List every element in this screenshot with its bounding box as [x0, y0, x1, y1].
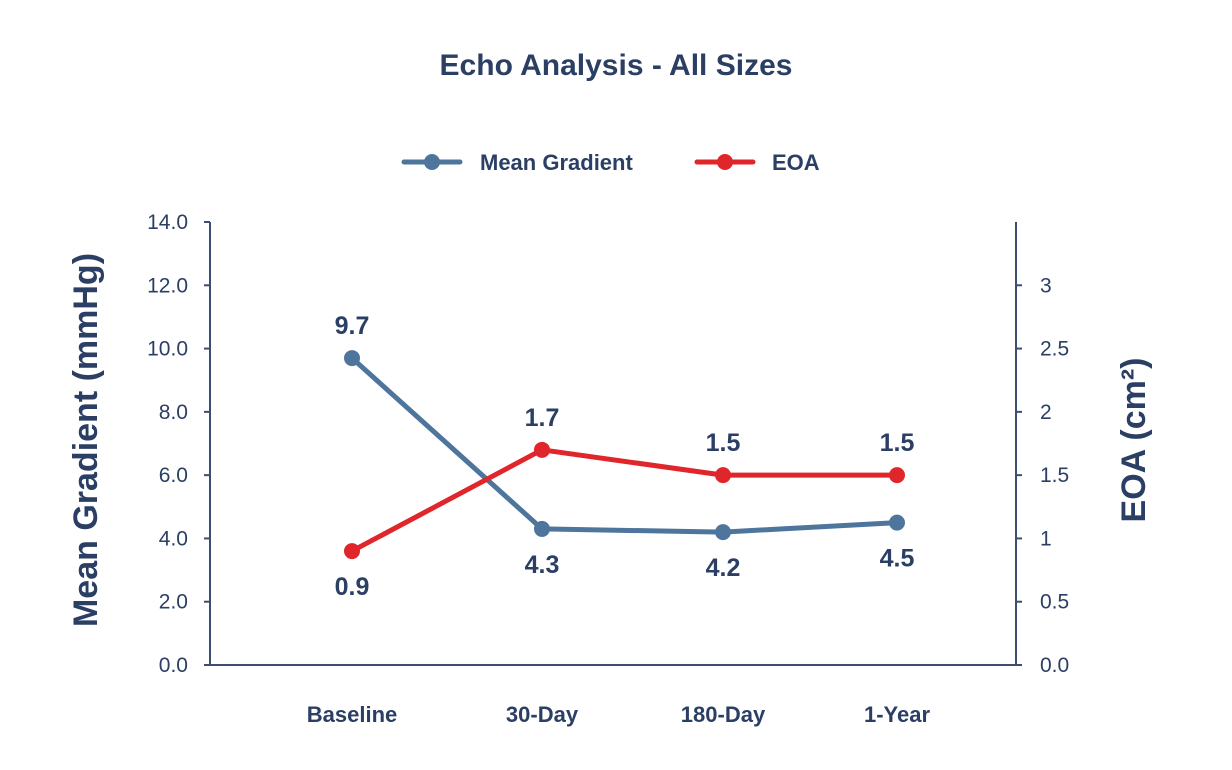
legend-marker: [717, 154, 733, 170]
data-point: [715, 467, 731, 484]
data-label: 1.5: [880, 429, 915, 457]
data-label: 1.5: [706, 429, 741, 457]
right-axis-title: EOA (cm²): [1115, 358, 1153, 523]
right-tick-label: 0.0: [1040, 654, 1069, 677]
axes: 0.0 2.0 4.0 6.0 8.0 10.0 12.0 14.0 0.0 0.5 1 1.5 2 2.…: [147, 211, 1069, 727]
data-label: 9.7: [335, 312, 370, 340]
left-tick-label: 2.0: [159, 591, 188, 614]
data-label: 4.5: [880, 545, 915, 573]
data-point: [715, 524, 731, 541]
data-point: [889, 467, 905, 484]
right-tick-label: 2.5: [1040, 338, 1069, 361]
data-label: 4.3: [525, 551, 560, 579]
data-label: 4.2: [706, 554, 741, 582]
left-tick-label: 0.0: [159, 654, 188, 677]
right-tick-label: 1.5: [1040, 464, 1069, 487]
category-label: Baseline: [307, 702, 398, 727]
right-tick-label: 1: [1040, 527, 1052, 550]
series-line-eoa: [349, 447, 900, 554]
data-labels: 9.7 4.3 4.2 4.5 0.9 1.7 1.5 1.5: [335, 312, 915, 601]
data-point: [344, 350, 360, 367]
category-label: 180-Day: [681, 702, 766, 727]
left-tick-label: 4.0: [159, 527, 188, 550]
series-line-mean-gradient: [349, 355, 900, 535]
right-tick-label: 0.5: [1040, 591, 1069, 614]
right-tick-label: 3: [1040, 274, 1052, 297]
data-point: [534, 441, 550, 458]
left-tick-label: 14.0: [147, 211, 188, 234]
legend-label: Mean Gradient: [480, 150, 633, 175]
left-tick-label: 12.0: [147, 274, 188, 297]
legend: Mean Gradient EOA: [401, 150, 820, 175]
series-layer: [344, 350, 905, 560]
data-point: [344, 543, 360, 560]
data-point: [534, 520, 550, 537]
data-point: [889, 514, 905, 531]
left-tick-label: 10.0: [147, 338, 188, 361]
left-tick-label: 8.0: [159, 401, 188, 424]
left-axis-title: Mean Gradient (mmHg): [67, 253, 105, 627]
category-label: 30-Day: [506, 702, 579, 727]
legend-label: EOA: [772, 150, 820, 175]
right-tick-label: 2: [1040, 401, 1052, 424]
legend-marker: [424, 154, 440, 170]
data-label: 0.9: [335, 573, 370, 601]
data-label: 1.7: [525, 404, 560, 432]
left-tick-label: 6.0: [159, 464, 188, 487]
category-label: 1-Year: [864, 702, 930, 727]
chart-title: Echo Analysis - All Sizes: [440, 49, 793, 82]
